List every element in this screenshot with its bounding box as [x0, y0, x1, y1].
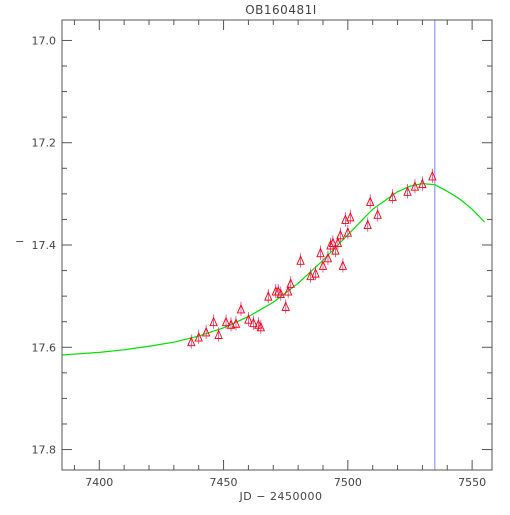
y-tick-label: 17.8: [32, 444, 57, 457]
x-tick-label: 7500: [334, 476, 362, 489]
data-point: [311, 268, 320, 278]
data-point: [256, 321, 266, 332]
data-point: [209, 316, 218, 327]
data-point: [236, 303, 246, 314]
data-point: [346, 211, 355, 222]
data-point: [194, 331, 203, 342]
data-point: [373, 209, 382, 219]
y-tick-label: 17.4: [32, 239, 57, 252]
data-point: [328, 237, 338, 247]
data-point: [244, 314, 253, 324]
y-tick-label: 17.6: [32, 341, 57, 354]
y-tick-label: 17.2: [32, 137, 57, 150]
data-point: [343, 227, 353, 237]
data-point: [231, 318, 241, 328]
data-point: [363, 219, 372, 229]
data-point: [286, 278, 295, 288]
data-point: [336, 229, 345, 240]
data-point: [331, 244, 340, 255]
chart-marks: [61, 20, 485, 470]
data-point: [403, 186, 412, 196]
axis-ticks: 7400 7450 7500 7550 17.0 17.2 17.4 17.6 17.8: [32, 20, 492, 489]
data-point: [226, 319, 236, 329]
data-point: [264, 291, 273, 301]
y-tick-label: 17.0: [32, 34, 57, 47]
chart-title: OB160481I: [245, 3, 317, 17]
data-point: [338, 260, 348, 270]
x-tick-label: 7450: [210, 476, 238, 489]
data-point: [214, 329, 223, 339]
data-point: [388, 191, 397, 201]
data-point: [333, 237, 343, 247]
data-point: [283, 285, 293, 296]
data-point: [428, 170, 437, 181]
data-point: [410, 181, 420, 191]
x-axis-label: JD − 2450000: [239, 490, 323, 503]
data-point: [201, 326, 211, 337]
data-point: [316, 247, 325, 258]
x-tick-label: 7550: [458, 476, 486, 489]
data-point: [276, 288, 285, 299]
data-point: [281, 301, 290, 311]
y-axis-label: −: [15, 235, 25, 248]
data-point: [187, 336, 196, 347]
data-point: [296, 255, 305, 265]
data-point: [221, 316, 231, 327]
data-point: [366, 196, 375, 206]
data-point: [323, 252, 333, 263]
data-point: [418, 178, 427, 189]
x-tick-label: 7400: [85, 476, 113, 489]
data-point: [318, 260, 328, 270]
data-point: [326, 239, 335, 250]
data-point: [249, 317, 258, 328]
